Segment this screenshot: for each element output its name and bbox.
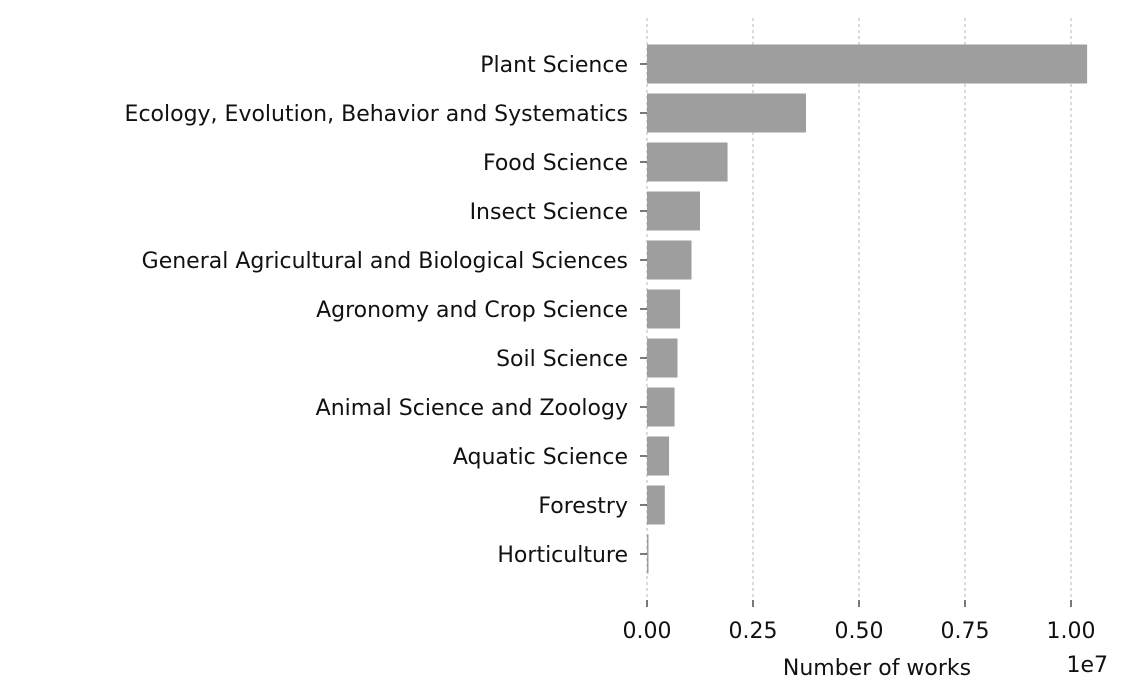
bar-5 [647,289,681,329]
bar-10 [647,534,649,574]
x-tick-label-2: 0.50 [835,619,884,644]
category-label-2: Food Science [483,151,628,176]
category-label-10: Horticulture [497,543,628,568]
category-label-0: Plant Science [480,53,628,78]
y-tick-layer [640,63,647,555]
bar-4 [647,240,692,280]
bar-1 [647,93,806,133]
bar-2 [647,142,728,182]
x-tick-label-0: 0.00 [623,619,672,644]
category-label-4: General Agricultural and Biological Scie… [142,249,628,274]
bar-3 [647,191,700,231]
category-label-layer: Plant Science Ecology, Evolution, Behavio… [125,53,628,568]
bar-8 [647,436,670,476]
bar-0 [647,44,1088,84]
bar-7 [647,387,675,427]
bar-layer [647,44,1088,574]
x-axis-label: Number of works [783,656,971,681]
category-label-5: Agronomy and Crop Science [316,298,628,323]
bar-6 [647,338,678,378]
x-axis-offset-label: 1e7 [1066,653,1108,678]
category-label-6: Soil Science [496,347,628,372]
x-tick-label-3: 0.75 [941,619,990,644]
category-label-7: Animal Science and Zoology [316,396,628,421]
category-label-9: Forestry [538,494,628,519]
x-tick-label-4: 1.00 [1047,619,1096,644]
category-label-8: Aquatic Science [453,445,628,470]
category-label-1: Ecology, Evolution, Behavior and Systema… [125,102,628,127]
category-label-3: Insect Science [470,200,628,225]
x-tick-layer: 0.00 0.25 0.50 0.75 1.00 [623,600,1096,644]
x-tick-label-1: 0.25 [729,619,778,644]
bar-9 [647,485,665,525]
